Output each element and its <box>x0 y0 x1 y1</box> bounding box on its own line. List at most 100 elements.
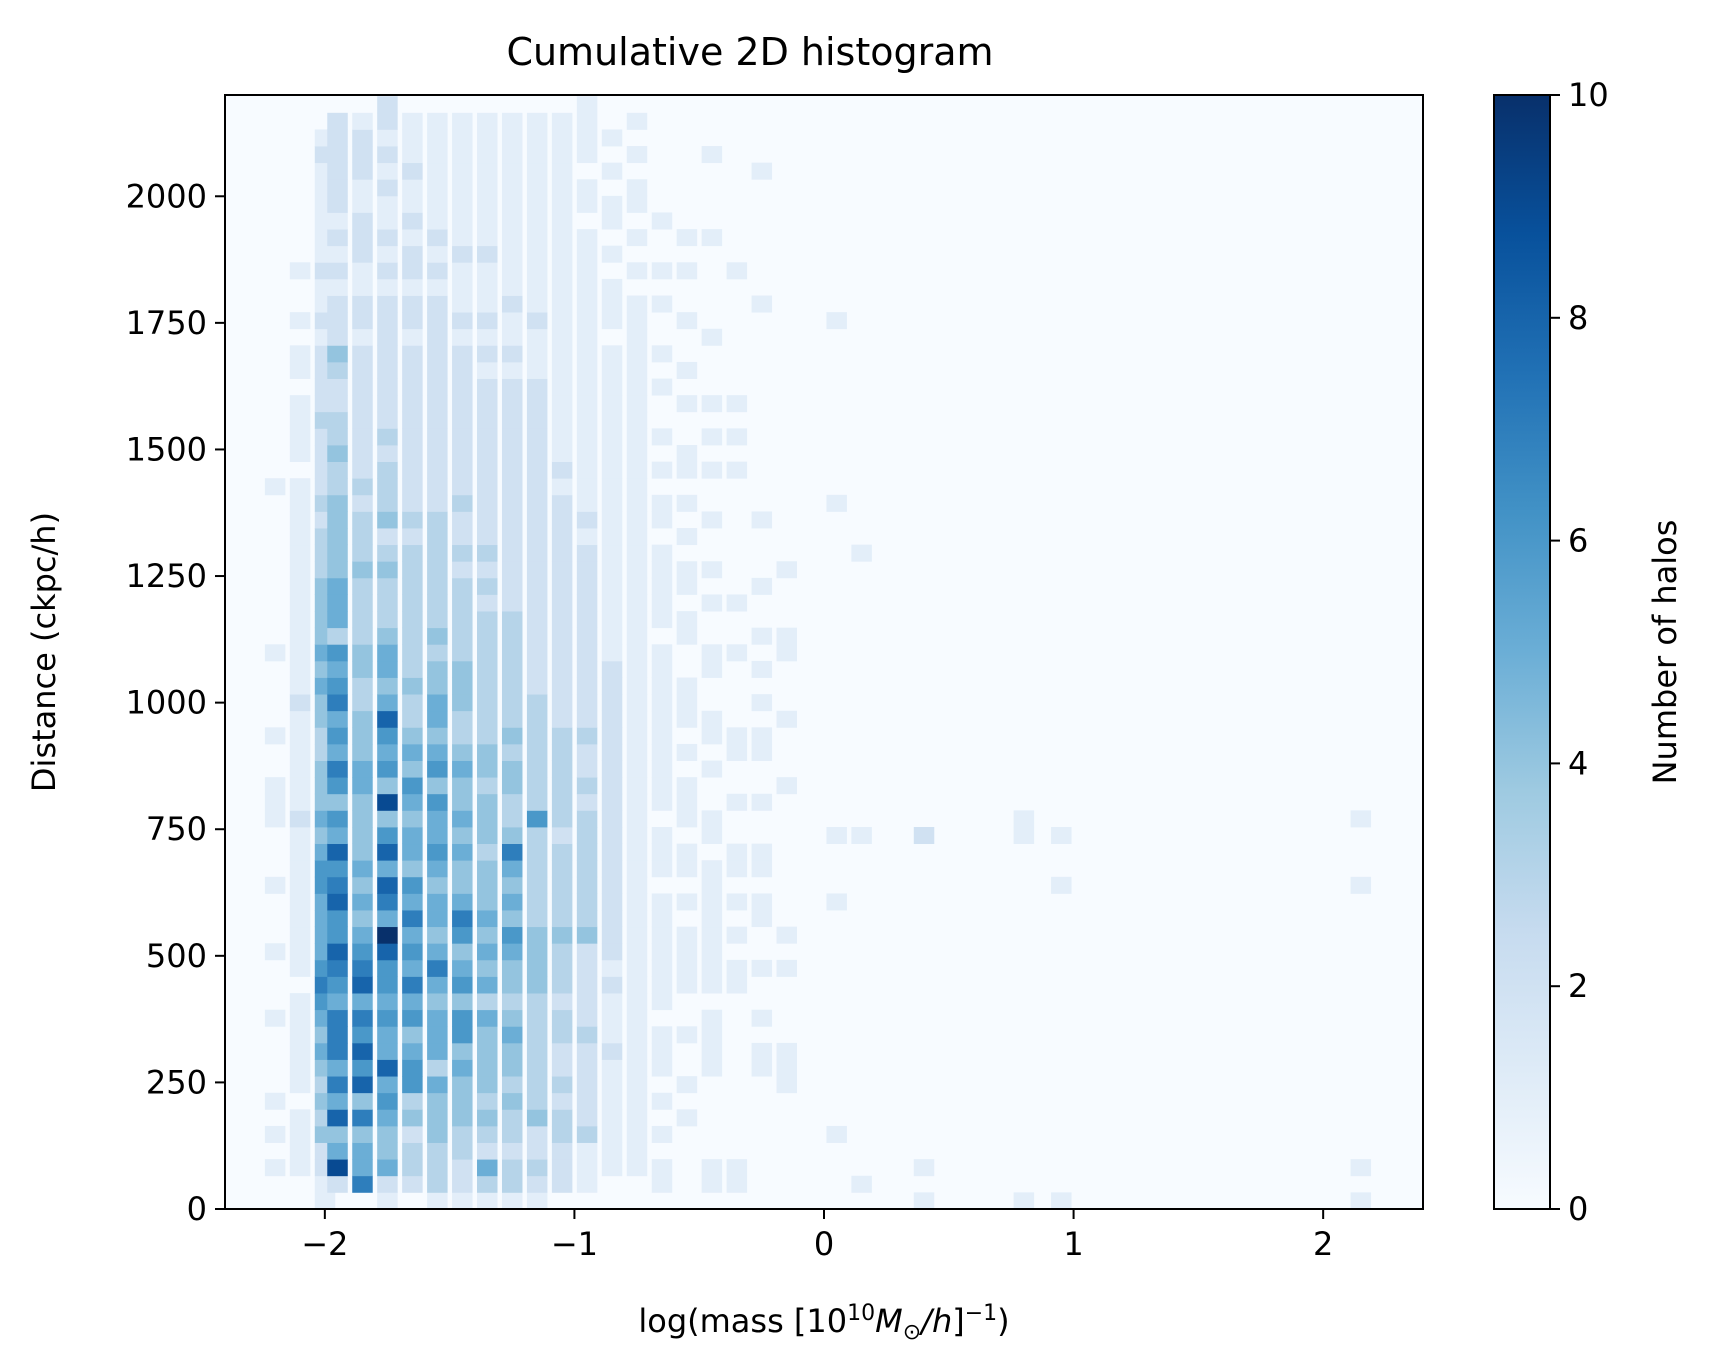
heatmap-cell <box>352 179 373 197</box>
heatmap-cell <box>377 760 398 778</box>
heatmap-cell <box>289 594 311 612</box>
heatmap-cell <box>726 1175 748 1193</box>
heatmap-cell <box>477 1092 498 1110</box>
heatmap-cell <box>826 893 847 911</box>
heatmap-cell <box>913 827 935 845</box>
heatmap-cell <box>626 910 648 928</box>
heatmap-cell <box>601 893 623 911</box>
heatmap-cell <box>477 1076 498 1094</box>
heatmap-cell <box>452 926 473 944</box>
heatmap-cell <box>327 411 348 429</box>
heatmap-cell <box>551 561 573 579</box>
heatmap-cell <box>352 146 373 164</box>
heatmap-cell <box>726 793 748 811</box>
heatmap-cell <box>501 1142 523 1160</box>
heatmap-cell <box>377 1026 398 1044</box>
heatmap-cell <box>626 1026 648 1044</box>
heatmap-cell <box>601 760 623 778</box>
heatmap-cell <box>327 1142 348 1160</box>
heatmap-cell <box>751 295 773 313</box>
heatmap-cell <box>601 212 623 230</box>
heatmap-cell <box>576 660 598 678</box>
heatmap-cell <box>601 943 623 961</box>
heatmap-cell <box>676 893 698 911</box>
heatmap-cell <box>676 528 698 546</box>
heatmap-cell <box>327 827 348 845</box>
heatmap-cell <box>352 727 373 745</box>
heatmap-cell <box>501 129 523 147</box>
heatmap-cell <box>327 710 348 728</box>
heatmap-cell <box>327 1076 348 1094</box>
heatmap-cell <box>452 1109 473 1127</box>
heatmap-cell <box>676 976 698 994</box>
heatmap-cell <box>452 777 473 795</box>
heatmap-cell <box>576 378 598 396</box>
heatmap-cell <box>477 229 498 247</box>
heatmap-cell <box>377 843 398 861</box>
heatmap-cell <box>576 494 598 512</box>
heatmap-cell <box>327 1009 348 1027</box>
heatmap-cell <box>352 1159 373 1177</box>
heatmap-cell <box>501 1059 523 1077</box>
heatmap-cell <box>452 312 473 330</box>
heatmap-cell <box>452 1175 473 1193</box>
heatmap-cell <box>352 262 373 280</box>
y-tick-label: 1500 <box>126 430 207 468</box>
heatmap-cell <box>651 594 673 612</box>
heatmap-cell <box>576 943 598 961</box>
heatmap-cell <box>427 760 448 778</box>
heatmap-cell <box>477 926 498 944</box>
heatmap-cell <box>851 1175 872 1193</box>
heatmap-cell <box>601 627 623 645</box>
heatmap-cell <box>427 594 448 612</box>
heatmap-cell <box>576 328 598 346</box>
heatmap-cell <box>501 1109 523 1127</box>
heatmap-cell <box>701 959 723 977</box>
heatmap-cell <box>551 1009 573 1027</box>
y-axis: 0 250 500 750 1000 1250 1500 1750 2000 <box>126 177 225 1228</box>
heatmap-cell <box>701 146 723 164</box>
heatmap-cell <box>402 146 423 164</box>
heatmap-cell <box>776 627 798 645</box>
heatmap-cell <box>477 1125 498 1143</box>
x-label-bracket: ] <box>952 1302 964 1340</box>
heatmap-cell <box>576 1109 598 1127</box>
heatmap-cell <box>427 926 448 944</box>
heatmap-cell <box>327 229 348 247</box>
heatmap-cell <box>526 345 548 363</box>
heatmap-cell <box>352 494 373 512</box>
heatmap-cell <box>676 860 698 878</box>
heatmap-cell <box>352 810 373 828</box>
heatmap-cell <box>452 112 473 130</box>
heatmap-cell <box>551 461 573 479</box>
heatmap-cell <box>551 727 573 745</box>
heatmap-cell <box>427 428 448 446</box>
heatmap-cell <box>501 528 523 546</box>
heatmap-cell <box>452 1142 473 1160</box>
heatmap-cell <box>452 162 473 180</box>
heatmap-cell <box>651 677 673 695</box>
heatmap-cell <box>427 212 448 230</box>
heatmap-cell <box>477 743 498 761</box>
heatmap-cell <box>427 1009 448 1027</box>
heatmap-cell <box>289 1109 311 1127</box>
heatmap-cell <box>526 561 548 579</box>
heatmap-cell <box>601 577 623 595</box>
heatmap-cell <box>501 910 523 928</box>
heatmap-cell <box>327 660 348 678</box>
heatmap-cell <box>289 1142 311 1160</box>
heatmap-cell <box>626 1042 648 1060</box>
heatmap-cell <box>551 926 573 944</box>
heatmap-cell <box>526 976 548 994</box>
heatmap-cell <box>751 843 773 861</box>
heatmap-cell <box>551 876 573 894</box>
heatmap-cell <box>501 793 523 811</box>
heatmap-cell <box>651 378 673 396</box>
heatmap-cell <box>452 1042 473 1060</box>
heatmap-cell <box>626 528 648 546</box>
y-tick-label: 1750 <box>126 304 207 342</box>
heatmap-cell <box>452 743 473 761</box>
heatmap-cell <box>626 411 648 429</box>
heatmap-cell <box>477 1142 498 1160</box>
